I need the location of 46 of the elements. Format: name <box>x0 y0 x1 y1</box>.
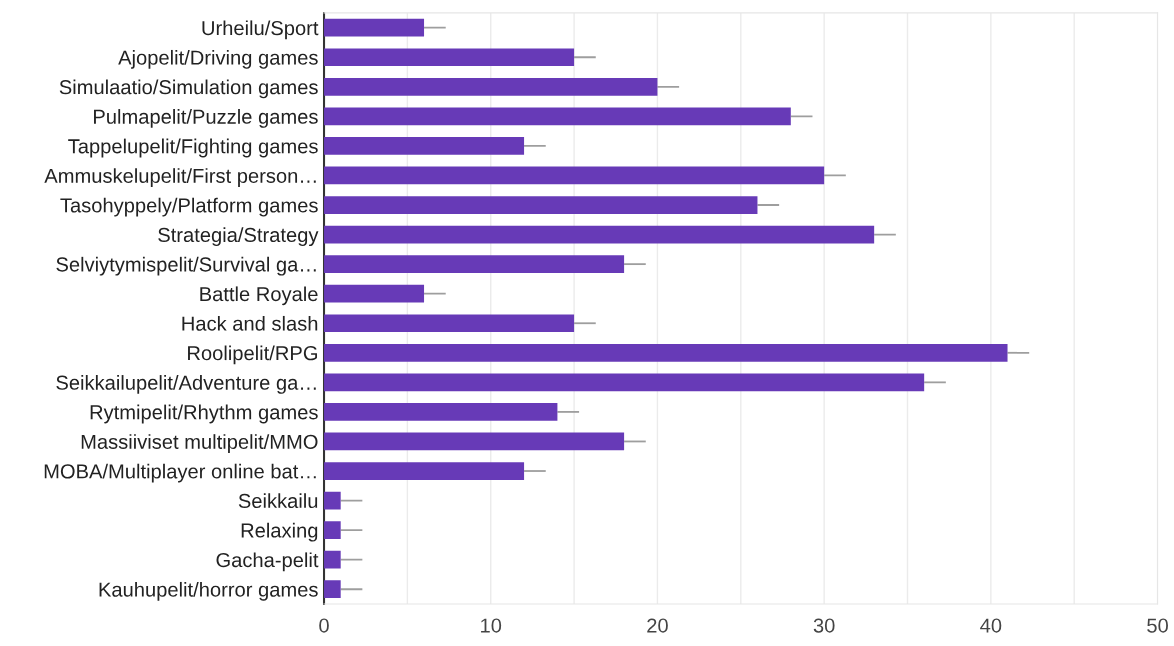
x-tick-label: 40 <box>980 618 1002 633</box>
bar <box>324 77 658 96</box>
y-tick-label: Battle Royale <box>200 286 318 306</box>
x-tick-label: 20 <box>647 618 668 633</box>
bar <box>324 255 625 273</box>
bar <box>324 107 791 126</box>
y-tick-label: Rytmipelit/Rhythm games <box>90 404 318 424</box>
x-tick-label: 10 <box>481 618 502 633</box>
y-tick-label: Urheilu/Sport <box>202 20 319 40</box>
bar <box>324 432 625 451</box>
bar <box>324 373 925 392</box>
y-tick-label: Simulaatio/Simulation games <box>59 79 318 99</box>
y-tick-label: Ammuskelupelit/First person… <box>44 168 316 187</box>
y-tick-label: Ajopelit/Driving games <box>118 49 318 69</box>
bar <box>324 491 341 510</box>
y-tick-label: Strategia/Strategy <box>158 227 319 247</box>
y-tick-label: Tappelupelit/Fighting games <box>68 138 318 158</box>
bar <box>324 580 341 599</box>
y-tick-label: Selviytymispelit/Survival ga… <box>56 256 316 276</box>
bar <box>324 284 425 303</box>
y-tick-label: Hack and slash <box>182 315 318 331</box>
y-tick-label: Kauhupelit/horror games <box>99 581 318 601</box>
y-tick-label: Seikkailupelit/Adventure ga… <box>56 375 316 394</box>
bar <box>324 196 758 214</box>
y-tick-label: Roolipelit/RPG <box>188 345 317 365</box>
bar <box>324 521 341 539</box>
x-tick-label: 30 <box>813 618 835 633</box>
bar <box>324 48 575 67</box>
bar <box>324 550 341 569</box>
y-tick-label: Gacha-pelit <box>216 552 319 572</box>
bar <box>324 462 525 480</box>
y-tick-label: MOBA/Multiplayer online bat… <box>44 463 316 483</box>
y-tick-label: Seikkailu <box>238 493 318 509</box>
y-tick-label: Relaxing <box>241 522 318 542</box>
y-tick-label: Massiiviset multipelit/MMO <box>81 434 318 453</box>
bar <box>324 314 575 333</box>
bar <box>324 403 558 421</box>
x-tick-label: 0 <box>319 618 329 633</box>
bar <box>324 343 1008 362</box>
y-tick-label: Tasohyppely/Platform games <box>60 197 318 217</box>
bar <box>324 225 875 244</box>
bar <box>324 18 425 37</box>
x-tick-label: 50 <box>1147 618 1168 633</box>
bar <box>324 166 825 185</box>
y-tick-label: Pulmapelit/Puzzle games <box>94 109 318 128</box>
bar <box>324 137 525 155</box>
